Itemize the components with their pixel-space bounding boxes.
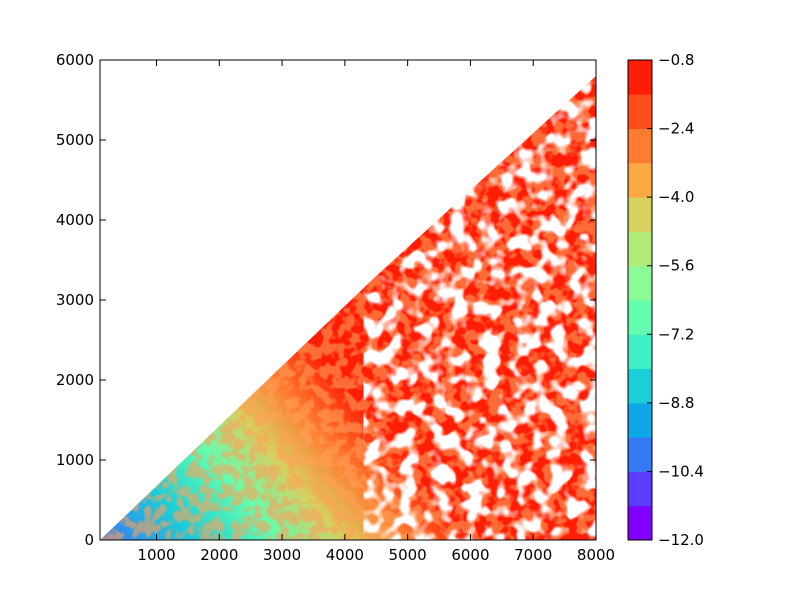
colorbar-band bbox=[628, 162, 652, 198]
colorbar-tick-label: −10.4 bbox=[658, 462, 704, 480]
contour-holes bbox=[363, 76, 596, 540]
colorbar-tick-label: −2.4 bbox=[658, 120, 694, 138]
plot-area bbox=[100, 76, 596, 540]
colorbar-tick-label: −4.0 bbox=[658, 188, 694, 206]
y-axis: 0 1000 2000 3000 4000 5000 6000 bbox=[56, 51, 596, 549]
x-tick-label: 1000 bbox=[137, 546, 175, 564]
colorbar-frame bbox=[627, 59, 653, 541]
colorbar-band bbox=[628, 265, 652, 301]
y-tick-label: 5000 bbox=[56, 131, 94, 149]
contour-holes-mask bbox=[363, 76, 596, 540]
colorbar-band bbox=[628, 128, 652, 164]
colorbar-band bbox=[628, 197, 652, 232]
x-tick-label: 2000 bbox=[200, 546, 238, 564]
colorbar-tick-label: −0.8 bbox=[658, 51, 694, 69]
x-tick-label: 5000 bbox=[389, 546, 427, 564]
colorbar-band bbox=[628, 471, 652, 507]
colorbar-band bbox=[628, 402, 652, 438]
x-tick-label: 8000 bbox=[577, 546, 615, 564]
contour-field bbox=[100, 76, 596, 540]
colorbar-band bbox=[628, 94, 652, 130]
colorbar-tick-label: −5.6 bbox=[658, 257, 694, 275]
y-tick-label: 1000 bbox=[56, 451, 94, 469]
colorbar-tick-label: −7.2 bbox=[658, 325, 694, 343]
colorbar-band bbox=[628, 505, 652, 541]
colorbar-band bbox=[628, 60, 652, 95]
y-tick-label: 4000 bbox=[56, 211, 94, 229]
x-axis: 1000 2000 3000 4000 5000 6000 7000 8000 bbox=[137, 60, 615, 564]
colorbar: −12.0 −10.4 −8.8 −7.2 −5.6 −4.0 −2.4 −0.8 bbox=[627, 51, 704, 549]
y-tick-label: 2000 bbox=[56, 371, 94, 389]
colorbar-band bbox=[628, 437, 652, 472]
colorbar-band bbox=[628, 300, 652, 335]
x-tick-label: 3000 bbox=[263, 546, 301, 564]
colorbar-band bbox=[628, 231, 652, 267]
colorbar-tick-label: −12.0 bbox=[658, 531, 704, 549]
y-tick-label: 3000 bbox=[56, 291, 94, 309]
x-tick-label: 6000 bbox=[451, 546, 489, 564]
y-tick-label: 6000 bbox=[56, 51, 94, 69]
x-tick-label: 7000 bbox=[514, 546, 552, 564]
y-tick-label: 0 bbox=[84, 531, 94, 549]
x-tick-label: 4000 bbox=[326, 546, 364, 564]
colorbar-band bbox=[628, 368, 652, 404]
colorbar-band bbox=[628, 334, 652, 370]
colorbar-tick-label: −8.8 bbox=[658, 394, 694, 412]
